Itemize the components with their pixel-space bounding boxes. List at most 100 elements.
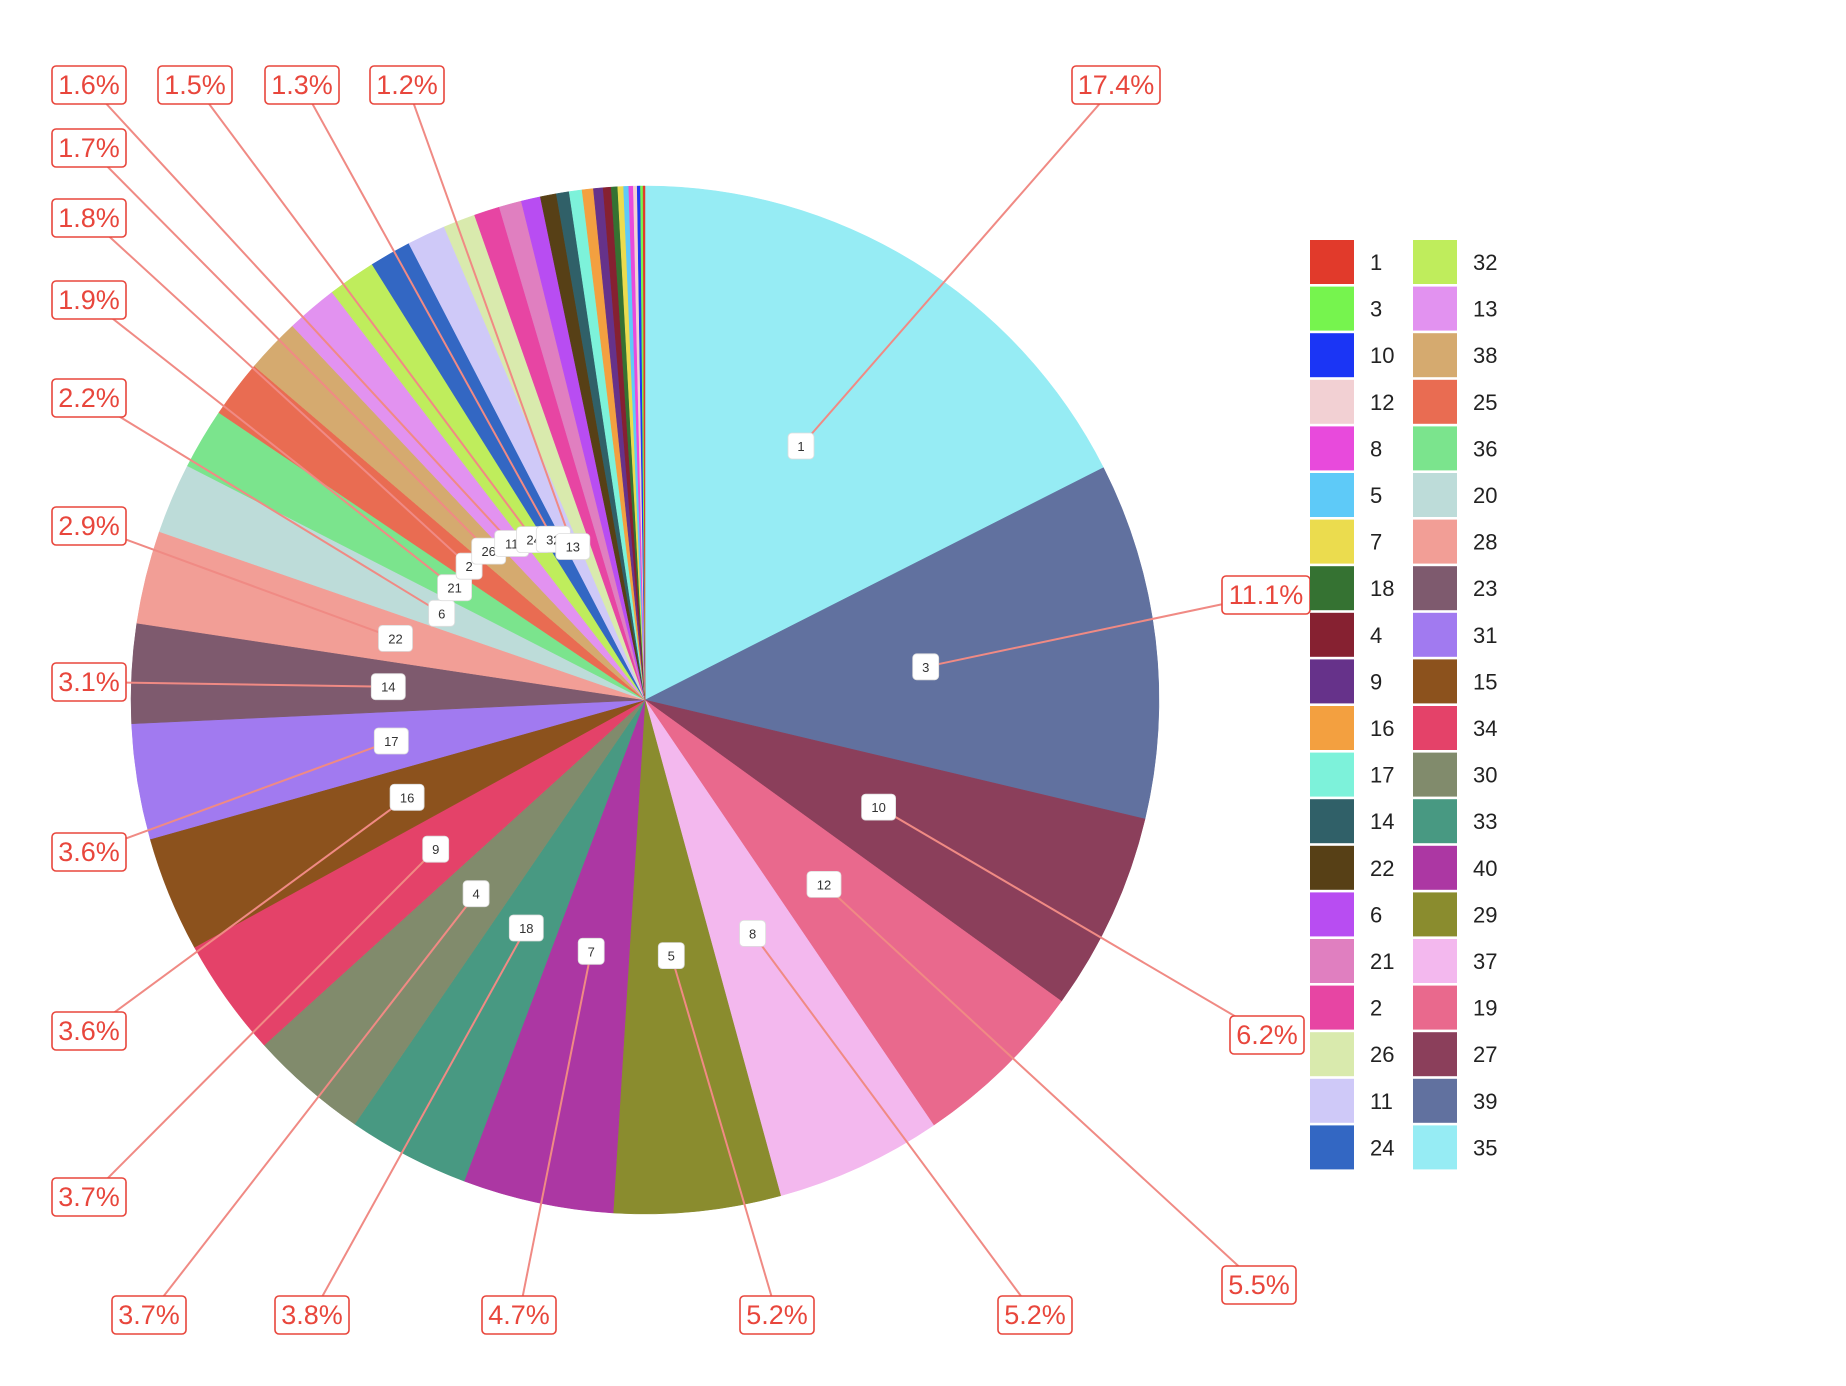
leader-line <box>800 84 1117 447</box>
legend-label: 30 <box>1473 763 1497 788</box>
legend-swatch <box>1413 1078 1457 1123</box>
slice-label: 9 <box>432 842 439 857</box>
percent-label-box <box>739 1295 815 1335</box>
pie-slice-1 <box>644 185 1104 701</box>
slice-label: 1 <box>797 439 804 454</box>
slice-label-box <box>806 871 842 898</box>
slice-label: 26 <box>481 544 495 559</box>
legend-label: 9 <box>1370 669 1382 694</box>
percent-label-box <box>1071 65 1161 105</box>
legend-label: 24 <box>1370 1135 1394 1160</box>
slice-label-box <box>462 880 490 908</box>
legend-label: 22 <box>1370 856 1394 881</box>
legend-swatch <box>1310 473 1354 517</box>
legend-swatch <box>1413 566 1457 611</box>
leader-line <box>88 147 490 552</box>
legend-label: 13 <box>1473 297 1497 322</box>
legend-swatch <box>1310 240 1354 284</box>
leader-line <box>88 681 389 688</box>
leader-line <box>88 217 470 567</box>
percent-label: 3.7% <box>118 1300 180 1330</box>
legend: 1310128571849161714226212261124321338253… <box>1310 240 1497 1170</box>
slice-label: 18 <box>519 921 533 936</box>
percent-label: 4.7% <box>488 1300 550 1330</box>
leader-line <box>194 84 535 541</box>
pie-slices <box>130 185 1160 1215</box>
legend-swatch <box>1413 939 1457 983</box>
percent-label-box <box>51 832 127 872</box>
percent-label-box <box>51 506 127 546</box>
leader-line <box>311 927 528 1316</box>
legend-label: 33 <box>1473 809 1497 834</box>
legend-label: 29 <box>1473 902 1497 927</box>
legend-swatch <box>1310 612 1354 657</box>
legend-label: 20 <box>1473 483 1497 508</box>
percent-label: 6.2% <box>1236 1020 1298 1050</box>
pie-slice-3 <box>644 467 1160 820</box>
legend-swatch <box>1413 379 1457 424</box>
legend-swatch <box>1310 892 1354 937</box>
legend-label: 7 <box>1370 530 1382 555</box>
legend-label: 19 <box>1473 996 1497 1021</box>
percent-label-box <box>997 1295 1073 1335</box>
legend-label: 18 <box>1370 576 1394 601</box>
legend-swatch <box>1310 752 1354 797</box>
legend-label: 12 <box>1370 390 1394 415</box>
percent-label-box <box>51 662 127 702</box>
slice-label: 11 <box>505 537 519 552</box>
legend-swatch <box>1413 519 1457 564</box>
legend-swatch <box>1413 426 1457 471</box>
legend-label: 11 <box>1370 1089 1393 1114</box>
legend-swatch <box>1310 379 1354 424</box>
percent-label-box <box>51 1177 127 1217</box>
slice-label: 21 <box>447 581 461 596</box>
legend-swatch <box>1310 659 1354 704</box>
legend-swatch <box>1413 659 1457 704</box>
legend-swatch <box>1413 1032 1457 1077</box>
legend-swatch <box>1310 1078 1354 1123</box>
leader-line <box>301 84 555 540</box>
slice-label-box <box>577 937 605 965</box>
slice-label-box <box>370 673 406 701</box>
slice-label-box <box>787 432 815 460</box>
legend-swatch <box>1413 473 1457 517</box>
leader-line <box>88 84 513 545</box>
legend-label: 34 <box>1473 716 1497 741</box>
legend-label: 39 <box>1473 1089 1497 1114</box>
legend-label: 38 <box>1473 343 1497 368</box>
legend-label: 5 <box>1370 483 1382 508</box>
legend-swatch <box>1413 752 1457 797</box>
legend-label: 37 <box>1473 949 1497 974</box>
percent-label: 3.6% <box>58 1016 120 1046</box>
slice-label-box <box>389 783 425 811</box>
slice-label-box <box>912 653 940 681</box>
legend-swatch <box>1413 985 1457 1030</box>
legend-swatch <box>1413 286 1457 331</box>
percent-label: 1.6% <box>58 70 120 100</box>
legend-swatch <box>1310 985 1354 1030</box>
slice-label-box <box>739 920 766 947</box>
legend-label: 3 <box>1370 297 1382 322</box>
legend-label: 28 <box>1473 530 1497 555</box>
legend-label: 35 <box>1473 1135 1497 1160</box>
slice-label: 8 <box>749 926 756 941</box>
slice-label: 16 <box>400 790 414 805</box>
slice-label: 22 <box>388 631 402 646</box>
legend-label: 15 <box>1473 669 1497 694</box>
percent-label: 17.4% <box>1078 70 1155 100</box>
legend-swatch <box>1310 1125 1354 1170</box>
legend-swatch <box>1310 706 1354 750</box>
percent-label-box <box>157 65 233 105</box>
percent-label-box <box>111 1295 187 1335</box>
slice-label-box <box>437 574 473 602</box>
leader-line <box>518 951 593 1316</box>
legend-swatch <box>1310 566 1354 611</box>
slice-label: 17 <box>384 734 398 749</box>
leader-line <box>88 397 443 615</box>
percent-label: 1.9% <box>58 285 120 315</box>
slice-label-box <box>657 942 685 969</box>
legend-swatch <box>1413 1125 1457 1170</box>
percent-labels: 17.4% 11.1% 6.2% 5.5% 5.2% 5.2% 4.7% 3.8% 3.7% 3.… <box>51 65 1311 1335</box>
